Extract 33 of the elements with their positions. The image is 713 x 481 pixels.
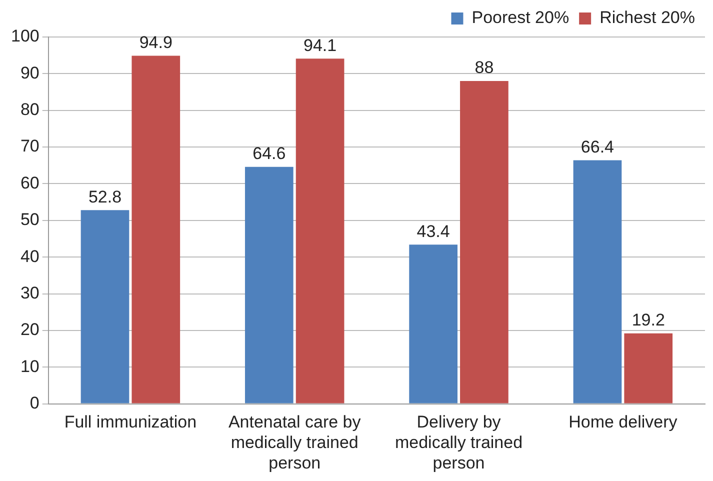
y-tick-label: 10 [20, 356, 40, 376]
legend-label: Richest 20% [600, 8, 696, 28]
y-tick-label: 0 [30, 393, 40, 412]
data-label: 19.2 [632, 310, 665, 330]
y-tick-label: 30 [20, 283, 40, 302]
bar [573, 160, 622, 404]
y-tick-label: 90 [20, 63, 40, 82]
data-label: 66.4 [580, 137, 614, 156]
y-tick-label: 20 [20, 320, 40, 340]
data-label: 43.4 [416, 222, 450, 241]
x-tick-label: Full immunization [64, 412, 197, 432]
data-label: 52.8 [88, 187, 122, 206]
data-label: 94.9 [139, 32, 172, 52]
y-tick-label: 40 [20, 246, 40, 266]
bar [80, 210, 130, 404]
y-tick-label: 70 [20, 136, 40, 156]
bar [296, 58, 344, 404]
y-tick-label: 60 [20, 173, 40, 192]
bar [409, 244, 458, 404]
y-tick-label: 80 [20, 100, 40, 120]
bar [460, 81, 508, 404]
y-tick-label: 100 [10, 26, 40, 46]
data-label: 88 [474, 58, 494, 78]
bar [244, 166, 294, 404]
y-tick-label: 50 [20, 210, 40, 230]
x-tick-label: Antenatal care by medically trained person [228, 412, 362, 472]
bar [132, 56, 180, 404]
x-tick-label: Delivery by medically trained person [394, 412, 523, 472]
bar [624, 333, 673, 404]
data-label: 94.1 [304, 36, 337, 55]
x-tick-label: Home delivery [568, 412, 678, 432]
data-label: 64.6 [252, 144, 286, 164]
legend-label: Poorest 20% [472, 8, 570, 28]
